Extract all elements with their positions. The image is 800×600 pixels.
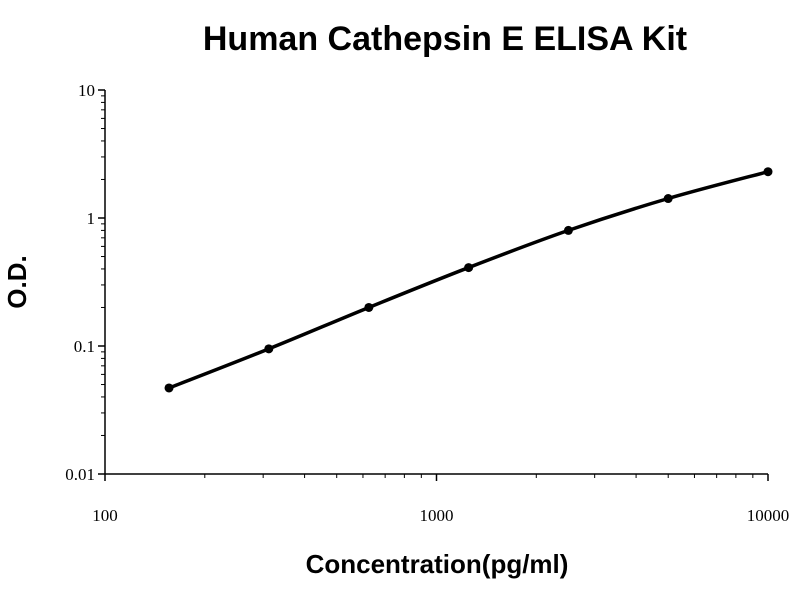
x-ticks bbox=[104, 474, 769, 481]
series-group bbox=[164, 167, 773, 393]
data-point bbox=[164, 383, 174, 393]
y-tick-label: 10 bbox=[78, 81, 95, 100]
y-tick-label: 0.1 bbox=[74, 337, 95, 356]
chart-title: Human Cathepsin E ELISA Kit bbox=[203, 20, 687, 58]
data-point bbox=[663, 194, 673, 204]
x-tick-label: 1000 bbox=[420, 506, 454, 525]
y-axis-label: O.D. bbox=[2, 255, 32, 308]
data-point bbox=[763, 167, 773, 177]
data-point bbox=[464, 263, 474, 273]
data-point bbox=[563, 225, 573, 235]
data-point bbox=[264, 344, 274, 354]
y-tick-labels: 10 1 0.1 0.01 bbox=[65, 81, 95, 484]
x-tick-label: 100 bbox=[92, 506, 118, 525]
x-tick-labels: 100 1000 10000 bbox=[92, 506, 789, 525]
series-line bbox=[167, 169, 770, 390]
y-tick-label: 0.01 bbox=[65, 465, 95, 484]
y-tick-label: 1 bbox=[87, 209, 96, 228]
x-axis-label: Concentration(pg/ml) bbox=[306, 549, 569, 579]
y-ticks bbox=[98, 89, 105, 475]
data-point bbox=[364, 302, 374, 312]
x-tick-label: 10000 bbox=[747, 506, 790, 525]
